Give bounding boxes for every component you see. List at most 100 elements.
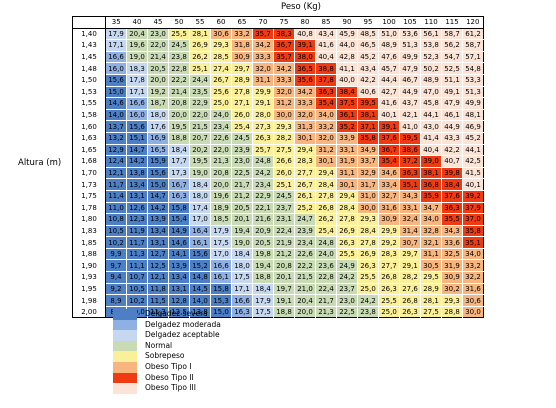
weight-header-row: 35 40 45 50 55 60 65 70 75 80 85 90 95 100 105 110 115 12… (72, 16, 484, 29)
bmi-cell: 45,2 (357, 50, 379, 63)
bmi-cell: 26,0 (273, 166, 295, 179)
table-row: 1,93 9,4 10,7 12,1 13,4 14,8 16,1 17,5 18,8 20,1 2… (72, 271, 484, 284)
bmi-cell: 23,9 (294, 224, 316, 237)
bmi-cell: 15,4 (168, 213, 190, 226)
bmi-cell: 15,0 (210, 305, 232, 318)
bmi-cell: 13,1 (168, 282, 190, 295)
table-row: 1,88 9,9 11,3 12,7 14,1 15,6 17,0 18,4 19,8 21,2 2… (72, 247, 484, 260)
bmi-cell: 23,0 (231, 155, 253, 168)
bmi-cell: 22,9 (189, 97, 211, 110)
bmi-cell: 17,5 (210, 236, 232, 249)
legend-label: Normal (145, 340, 173, 350)
bmi-cell: 33,3 (273, 73, 295, 87)
bmi-cell: 38,1 (420, 166, 442, 179)
table-row: 1,73 11,7 13,4 15,0 16,7 18,4 20,0 21,7 23,4 25,1… (72, 178, 484, 191)
weight-tick-label: 105 (399, 16, 421, 29)
bmi-cell: 18,0 (189, 189, 211, 202)
bmi-cell: 39,2 (462, 189, 484, 202)
bmi-cell: 20,0 (147, 73, 169, 87)
bmi-cell: 38,0 (294, 50, 316, 63)
bmi-cell: 27,8 (357, 236, 379, 249)
bmi-cell: 14,7 (147, 189, 169, 202)
bmi-cell: 45,9 (336, 27, 358, 40)
bmi-cell: 40,0 (336, 73, 358, 87)
bmi-cell: 31,8 (231, 39, 253, 52)
bmi-cell: 30,5 (420, 259, 442, 272)
bmi-cell: 14,2 (147, 201, 169, 214)
bmi-cell: 37,5 (336, 97, 358, 110)
bmi-cell: 19,6 (126, 39, 148, 52)
bmi-cell: 25,5 (378, 294, 400, 307)
bmi-cell: 41,1 (336, 62, 358, 75)
bmi-cell: 41,6 (378, 97, 400, 110)
bmi-cell: 20,1 (273, 271, 295, 284)
bmi-cell: 17,5 (252, 305, 274, 318)
bmi-cell: 35,5 (441, 213, 463, 226)
bmi-cell: 19,0 (189, 166, 211, 179)
bmi-cell: 46,9 (462, 120, 484, 133)
bmi-cell: 33,1 (399, 201, 421, 214)
bmi-cell: 17,1 (126, 85, 148, 98)
bmi-cell: 13,7 (105, 120, 127, 133)
bmi-cell: 29,4 (336, 189, 358, 202)
bmi-cell: 21,6 (252, 213, 274, 226)
height-tick-label: 1,88 (72, 248, 106, 260)
bmi-cell: 29,3 (357, 213, 379, 226)
bmi-cell: 23,0 (147, 27, 169, 40)
bmi-cell: 27,1 (231, 97, 253, 110)
bmi-cell: 42,7 (378, 85, 400, 98)
bmi-cell: 52,3 (420, 50, 442, 63)
bmi-cell: 34,0 (420, 213, 442, 226)
bmi-cell: 42,2 (357, 73, 379, 87)
table-row: 1,75 11,4 13,1 14,7 16,3 18,0 19,6 21,2 22,9 24,5… (72, 189, 484, 202)
bmi-cell: 37,8 (315, 73, 337, 87)
bmi-cell: 45,7 (378, 62, 400, 75)
bmi-cell: 33,2 (231, 27, 253, 40)
bmi-cell: 32,5 (441, 247, 463, 260)
bmi-cell: 29,1 (399, 259, 421, 272)
bmi-cell: 29,4 (315, 166, 337, 179)
bmi-cell: 18,8 (273, 305, 295, 318)
height-tick-label: 1,50 (72, 74, 106, 87)
bmi-cell: 19,0 (126, 50, 148, 63)
legend-swatch (113, 351, 137, 362)
bmi-cell: 20,2 (189, 143, 211, 156)
bmi-cell: 12,9 (105, 143, 127, 156)
bmi-cell: 31,7 (357, 178, 379, 191)
bmi-cell: 12,4 (105, 155, 127, 168)
bmi-cell: 15,6 (105, 73, 127, 87)
bmi-cell: 36,1 (336, 108, 358, 121)
bmi-cell: 17,5 (231, 271, 253, 284)
bmi-cell: 16,1 (189, 236, 211, 249)
bmi-cell: 53,3 (462, 73, 484, 87)
legend-label: Delgadez severa (145, 309, 208, 318)
bmi-cell: 17,6 (147, 120, 169, 133)
bmi-cell: 14,0 (105, 108, 127, 121)
bmi-cell: 22,1 (252, 201, 274, 214)
bmi-cell: 22,9 (252, 189, 274, 202)
table-row: 1,70 12,1 13,8 15,6 17,3 19,0 20,8 22,5 24,2 26,0… (72, 166, 484, 179)
bmi-cell: 17,4 (189, 201, 211, 214)
weight-tick-label: 45 (147, 16, 169, 29)
bmi-cell: 15,8 (168, 201, 190, 214)
bmi-cell: 34,2 (273, 62, 295, 75)
bmi-cell: 22,6 (210, 131, 232, 145)
bmi-cell: 15,6 (147, 166, 169, 179)
bmi-cell: 30,1 (315, 155, 337, 168)
weight-tick-label: 75 (273, 16, 295, 29)
bmi-cell: 25,5 (168, 27, 190, 40)
bmi-cell: 40,4 (315, 50, 337, 63)
bmi-cell: 11,3 (147, 305, 169, 318)
bmi-cell: 24,0 (315, 247, 337, 260)
bmi-cell: 20,4 (294, 294, 316, 307)
bmi-cell: 28,0 (252, 108, 274, 121)
bmi-cell: 43,3 (441, 131, 463, 145)
bmi-cell: 35,4 (315, 97, 337, 110)
legend-swatch (113, 309, 137, 320)
bmi-cell: 18,4 (168, 143, 190, 156)
bmi-cell: 36,7 (378, 143, 400, 156)
bmi-cell: 41,0 (399, 120, 421, 133)
bmi-cell: 14,8 (189, 271, 211, 284)
bmi-cell: 25,4 (231, 120, 253, 133)
bmi-cell: 31,9 (441, 259, 463, 272)
